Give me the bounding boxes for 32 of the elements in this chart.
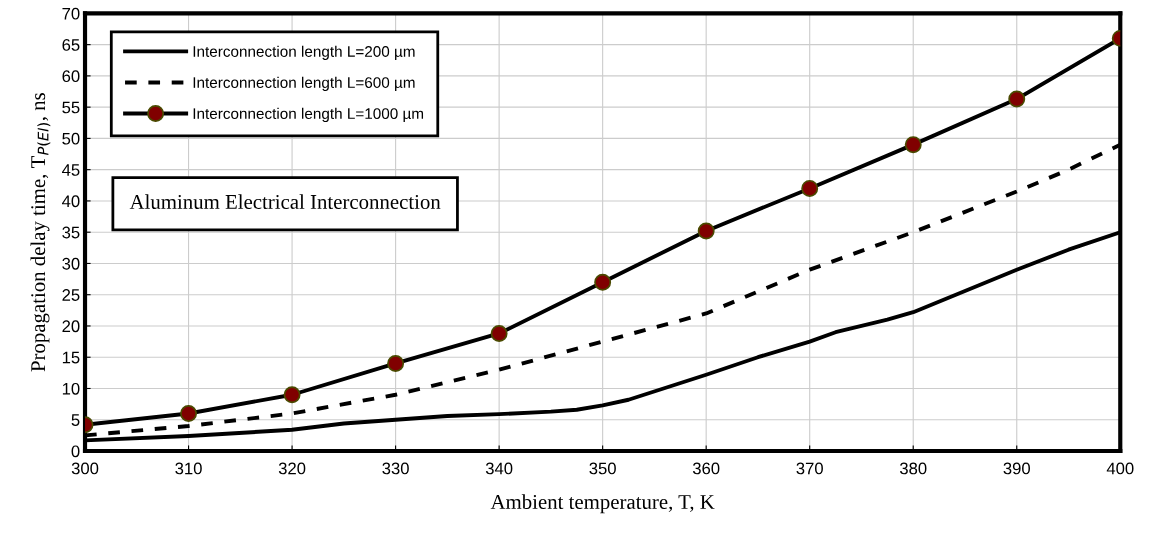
y-tick-label: 5: [71, 414, 80, 426]
y-tick-label: 20: [62, 320, 80, 333]
y-tick-label: 25: [62, 289, 80, 301]
y-tick-label: 55: [62, 101, 80, 114]
x-tick-label: 350: [589, 462, 616, 475]
y-tick-label: 45: [62, 164, 80, 176]
x-tick-label: 330: [382, 462, 409, 475]
x-tick-label: 400: [1106, 462, 1134, 475]
y-tick-label: 40: [62, 195, 80, 208]
x-tick-label: 390: [1003, 462, 1030, 475]
x-tick-label: 360: [692, 462, 720, 475]
x-tick-label: 310: [175, 462, 202, 475]
x-tick-label: 300: [71, 462, 99, 475]
x-tick-label: 320: [278, 462, 306, 475]
y-tick-label: 65: [62, 39, 80, 51]
annotation: Aluminum Electrical Interconnection: [129, 194, 441, 209]
legend-label: Interconnection length L=600 µm: [193, 76, 415, 91]
y-tick-label: 30: [62, 257, 80, 270]
x-tick-label: 380: [899, 462, 927, 475]
legend-label: Interconnection length L=200 µm: [193, 45, 415, 60]
x-tick-label: 340: [485, 462, 513, 475]
y-tick-label: 10: [62, 382, 80, 395]
legend-label: Interconnection length L=1000 µm: [193, 107, 424, 123]
y-tick-label: 60: [62, 70, 80, 83]
x-axis-title: Ambient temperature, T, K: [490, 494, 715, 514]
x-tick-label: 370: [796, 462, 823, 475]
y-axis-title: Propagation delay time, T$_{P(EI)}$, ns: [30, 93, 51, 372]
y-tick-label: 35: [62, 226, 80, 239]
y-tick-label: 70: [62, 7, 80, 20]
y-tick-label: 15: [62, 351, 80, 364]
y-tick-label: 0: [71, 445, 80, 458]
y-tick-label: 50: [62, 132, 80, 145]
